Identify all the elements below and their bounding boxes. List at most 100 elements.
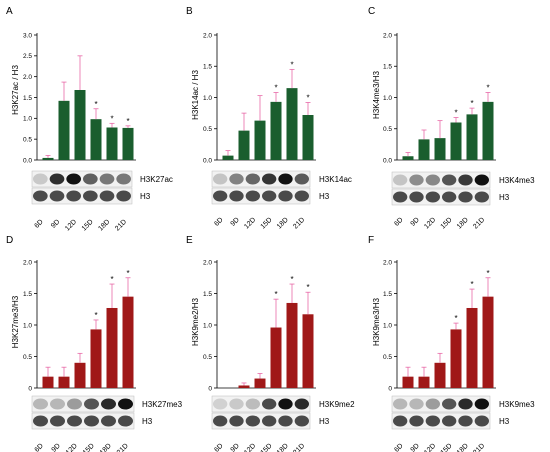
blot-band (262, 415, 277, 427)
blot-label: H3K27me3 (142, 400, 183, 409)
y-axis-title: H3K14ac / H3 (191, 70, 200, 120)
blot-label: H3 (499, 193, 510, 202)
significance-star: * (274, 84, 277, 93)
blot-band (278, 398, 293, 410)
category-label: 6D (393, 442, 404, 452)
blot-band (294, 173, 310, 185)
category-label: 6D (34, 442, 45, 452)
blot-label: H3K27ac (140, 175, 173, 184)
bar-15d (450, 329, 462, 388)
y-tick-label: 0.0 (23, 157, 32, 164)
y-axis-title: H3K9me3/H3 (372, 297, 381, 346)
bar-21d (302, 314, 314, 388)
category-label: 6D (393, 216, 404, 227)
significance-star: * (274, 290, 277, 299)
blot-label: H3 (142, 417, 153, 426)
category-label: 12D (423, 442, 437, 452)
blot-band (409, 415, 424, 427)
significance-star: * (94, 100, 97, 109)
blot-band (425, 398, 441, 410)
category-label: 15D (81, 218, 95, 232)
bar-12d (74, 90, 86, 160)
significance-star: * (290, 275, 293, 284)
blot-label: H3K4me3 (499, 176, 535, 185)
panel-letter: C (368, 6, 375, 17)
blot-band (83, 173, 98, 185)
blot-band (50, 398, 65, 410)
category-label: 9D (410, 216, 421, 227)
bar-9d (238, 385, 250, 388)
bar-12d (434, 138, 446, 160)
significance-star: * (486, 269, 489, 278)
y-tick-label: 1.5 (203, 64, 212, 71)
y-tick-label: 1.0 (23, 322, 32, 329)
y-tick-label: 2.0 (203, 32, 212, 39)
significance-star: * (470, 99, 473, 108)
y-tick-label: 0.0 (383, 157, 392, 164)
blot-band (425, 415, 441, 427)
blot-band (425, 191, 441, 203)
significance-star: * (306, 283, 309, 292)
significance-star: * (470, 280, 473, 289)
blot-band (213, 415, 228, 427)
blot-band (425, 174, 441, 186)
blot-band (116, 190, 131, 202)
blot-band (393, 415, 408, 427)
bar-9d (418, 376, 430, 388)
panel-letter: F (368, 235, 374, 246)
blot-band (294, 398, 310, 410)
y-tick-label: 1.0 (383, 95, 392, 102)
blot-band (474, 398, 490, 410)
y-tick-label: 1.0 (383, 322, 392, 329)
category-label: 18D (276, 216, 290, 230)
blot-band (49, 190, 65, 202)
blot-band (229, 415, 244, 427)
blot-band (442, 398, 457, 410)
y-tick-label: 2.0 (23, 259, 32, 266)
blot-band (442, 174, 457, 186)
blot-band (99, 173, 115, 185)
panel-letter: D (6, 235, 13, 246)
bar-6d (222, 155, 234, 160)
significance-star: * (306, 94, 309, 103)
bar-15d (270, 101, 282, 160)
blot-band (66, 173, 81, 185)
blot-band (458, 174, 473, 186)
blot-band (458, 191, 473, 203)
y-axis-title: H3K4me3/H3 (372, 70, 381, 119)
bar-6d (402, 376, 414, 388)
blot-band (278, 190, 293, 202)
blot-band (474, 415, 490, 427)
blot-band (442, 415, 457, 427)
y-tick-label: 3.0 (23, 32, 32, 39)
blot-band (66, 190, 81, 202)
blot-band (33, 398, 48, 410)
blot-band (49, 173, 65, 185)
bar-21d (482, 101, 494, 160)
y-axis-title: H3K9me2/H3 (191, 297, 200, 346)
blot-label: H3K9me3 (499, 400, 535, 409)
blot-band (262, 173, 277, 185)
panel-letter: B (186, 6, 193, 17)
y-tick-label: 0.0 (203, 157, 212, 164)
bar-12d (254, 120, 266, 160)
blot-band (118, 415, 133, 427)
y-tick-label: 0.5 (203, 126, 212, 133)
bar-15d (270, 327, 282, 388)
chart-panel-e: E H3K9me2/H3 0 0.5 1.0 1.5 2.0 * * * H3K9me2 H3 6D 9D… (186, 235, 355, 452)
bar-18d (286, 302, 298, 388)
blot-band (213, 190, 228, 202)
blot-band (229, 190, 244, 202)
blot-band (409, 191, 424, 203)
y-tick-label: 2.0 (383, 259, 392, 266)
y-tick-label: 1.5 (23, 95, 32, 102)
blot-band (229, 173, 244, 185)
category-label: 9D (50, 218, 61, 229)
bar-12d (254, 378, 266, 388)
blot-band (393, 191, 408, 203)
bar-9d (58, 100, 70, 160)
category-label: 21D (472, 216, 486, 230)
panel-letter: E (186, 235, 193, 246)
bar-6d (42, 376, 54, 388)
category-label: 9D (51, 442, 62, 452)
